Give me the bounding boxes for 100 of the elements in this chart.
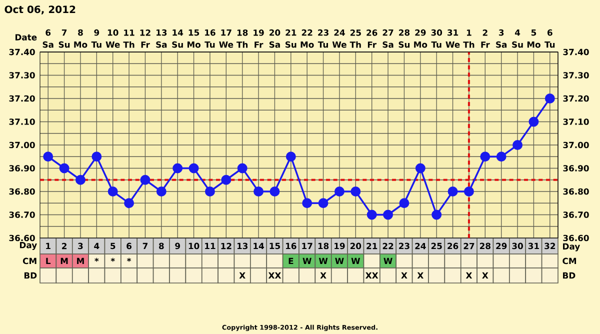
y2-tick-label: 36.70 bbox=[563, 212, 589, 218]
point bbox=[302, 198, 312, 208]
x2-tick-label: 26 Fr bbox=[366, 30, 378, 48]
x-tick-label: 22 bbox=[382, 242, 394, 250]
x-tick-label: 8 bbox=[159, 242, 164, 250]
category-label: M bbox=[77, 258, 84, 264]
point bbox=[512, 140, 523, 150]
x2-tick-label: 19 Fr bbox=[254, 30, 264, 48]
x2-tick-label: 14 Su bbox=[172, 29, 184, 48]
x-tick-label: 2 bbox=[62, 242, 66, 250]
y2-tick-label: 36.90 bbox=[563, 165, 589, 172]
point bbox=[221, 174, 232, 185]
point bbox=[480, 152, 490, 162]
x-tick-label: 29 bbox=[496, 242, 507, 250]
x-tick-label: 32 bbox=[544, 242, 556, 250]
x-tick-label: 25 bbox=[431, 242, 442, 250]
point bbox=[286, 152, 296, 162]
x2-tick-label: 23 Tu bbox=[318, 29, 328, 48]
x-axis-title: Day bbox=[20, 242, 37, 250]
x2-tick-label: 27 Sa bbox=[382, 29, 394, 48]
point bbox=[140, 174, 150, 185]
point bbox=[432, 210, 442, 220]
category-label: X bbox=[466, 272, 472, 279]
x2-tick-label: 30 Tu bbox=[431, 29, 442, 48]
x2-tick-label: 24 We bbox=[332, 29, 346, 48]
x-tick-label: 5 bbox=[110, 242, 116, 250]
category-label: M bbox=[60, 258, 68, 264]
x-tick-label: 18 bbox=[318, 242, 329, 250]
y-tick-label: 37.40 bbox=[9, 48, 35, 56]
y2-tick-label: 37.40 bbox=[563, 48, 589, 56]
text: CM bbox=[562, 258, 576, 264]
y2-tick-label: 37.20 bbox=[563, 95, 589, 102]
x-tick-label: 23 bbox=[399, 242, 410, 250]
x2-tick-label: 1 Th bbox=[463, 30, 474, 48]
point bbox=[59, 163, 70, 174]
x-tick-label: 15 bbox=[270, 242, 280, 250]
x2-tick-label: 10 We bbox=[106, 29, 120, 48]
point bbox=[92, 152, 102, 162]
category-label: X bbox=[417, 272, 424, 279]
x-tick-label: 26 bbox=[448, 242, 458, 250]
point bbox=[237, 163, 248, 174]
text: CM bbox=[22, 258, 36, 264]
x2-tick-label: 17 We bbox=[219, 29, 234, 48]
point bbox=[172, 163, 183, 174]
x-tick-label: 28 bbox=[480, 242, 490, 250]
x-tick-label: 30 bbox=[512, 242, 523, 250]
y2-tick-label: 37.00 bbox=[563, 142, 589, 148]
x2-tick-label: 4 Su bbox=[512, 29, 523, 48]
point bbox=[334, 186, 344, 196]
y2-tick-label: 37.30 bbox=[563, 72, 589, 78]
x-tick-label: 27 bbox=[464, 242, 474, 250]
point bbox=[528, 116, 539, 127]
point bbox=[350, 186, 361, 196]
point bbox=[318, 198, 328, 208]
x-tick-label: 3 bbox=[78, 242, 83, 250]
x-tick-label: 6 bbox=[126, 242, 132, 250]
point bbox=[464, 186, 474, 196]
text: BD bbox=[563, 272, 576, 279]
y-tick-label: 37.30 bbox=[9, 72, 35, 78]
category-label: L bbox=[46, 258, 51, 264]
x2-tick-label: 31 We bbox=[446, 29, 460, 48]
x2-tick-label: 21 Su bbox=[286, 29, 296, 48]
x2-tick-label: 20 Sa bbox=[269, 29, 280, 48]
category-label: * bbox=[110, 258, 115, 262]
x2-tick-label: 13 Sa bbox=[156, 29, 167, 48]
point bbox=[75, 174, 86, 185]
x2-tick-label: 6 Sa bbox=[42, 29, 54, 48]
x2-tick-label: 2 Fr bbox=[481, 30, 490, 48]
category-label: X bbox=[401, 272, 408, 279]
point bbox=[254, 186, 264, 196]
point bbox=[496, 152, 506, 162]
text: BD bbox=[24, 272, 37, 279]
chart-title: Oct 06, 2012 bbox=[4, 6, 76, 14]
x-tick-label: 9 bbox=[175, 242, 180, 250]
x2-tick-label: 15 Mo bbox=[187, 29, 200, 48]
x-tick-label: 17 bbox=[302, 242, 312, 250]
category-label: * bbox=[127, 258, 132, 262]
x2-tick-label: 11 Th bbox=[123, 30, 134, 48]
y-tick-label: 37.00 bbox=[9, 142, 35, 148]
x-tick-label: 20 bbox=[350, 242, 362, 250]
point bbox=[544, 93, 555, 104]
y-tick-label: 36.90 bbox=[9, 165, 35, 172]
x2-tick-label: 25 Th bbox=[350, 30, 361, 48]
point bbox=[270, 186, 280, 196]
x2-tick-label: 16 Tu bbox=[204, 29, 216, 48]
point bbox=[366, 210, 377, 220]
x-tick-label: 12 bbox=[221, 242, 232, 250]
x2-tick-label: 12 Fr bbox=[140, 30, 150, 48]
x-tick-label: 14 bbox=[254, 242, 264, 250]
x2-tick-label: 22 Mo bbox=[300, 29, 314, 48]
point bbox=[188, 163, 199, 174]
x-tick-label: 4 bbox=[94, 242, 100, 250]
y2-tick-label: 37.10 bbox=[563, 118, 589, 125]
y-tick-label: 37.20 bbox=[9, 95, 35, 102]
point bbox=[448, 186, 458, 196]
x-tick-label: 16 bbox=[286, 242, 296, 250]
x-tick-label: 1 bbox=[46, 242, 50, 250]
x2-axis-title: Date bbox=[15, 34, 37, 40]
x2-tick-label: 9 Tu bbox=[91, 29, 102, 48]
point bbox=[399, 198, 410, 208]
